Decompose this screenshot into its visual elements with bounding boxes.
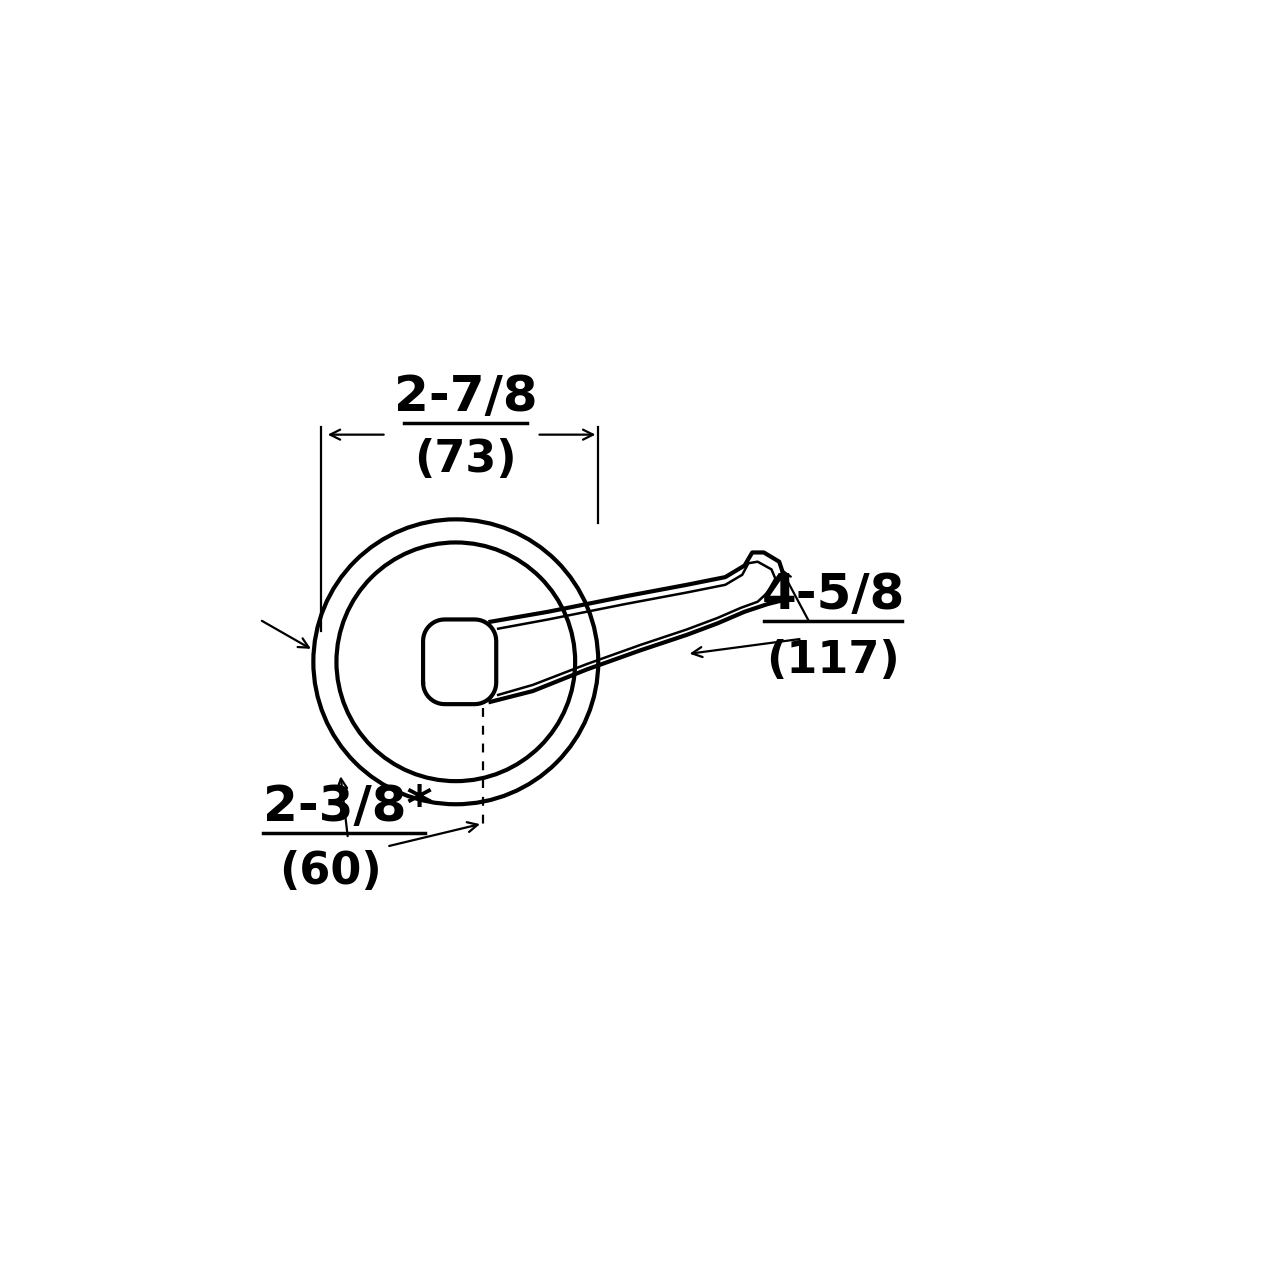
Text: (73): (73) bbox=[415, 439, 517, 481]
Text: (117): (117) bbox=[767, 639, 900, 682]
Text: 2-7/8: 2-7/8 bbox=[394, 372, 538, 421]
Text: 4-5/8: 4-5/8 bbox=[762, 571, 905, 620]
Text: 2-3/8*: 2-3/8* bbox=[264, 783, 433, 831]
Text: (60): (60) bbox=[279, 850, 381, 893]
